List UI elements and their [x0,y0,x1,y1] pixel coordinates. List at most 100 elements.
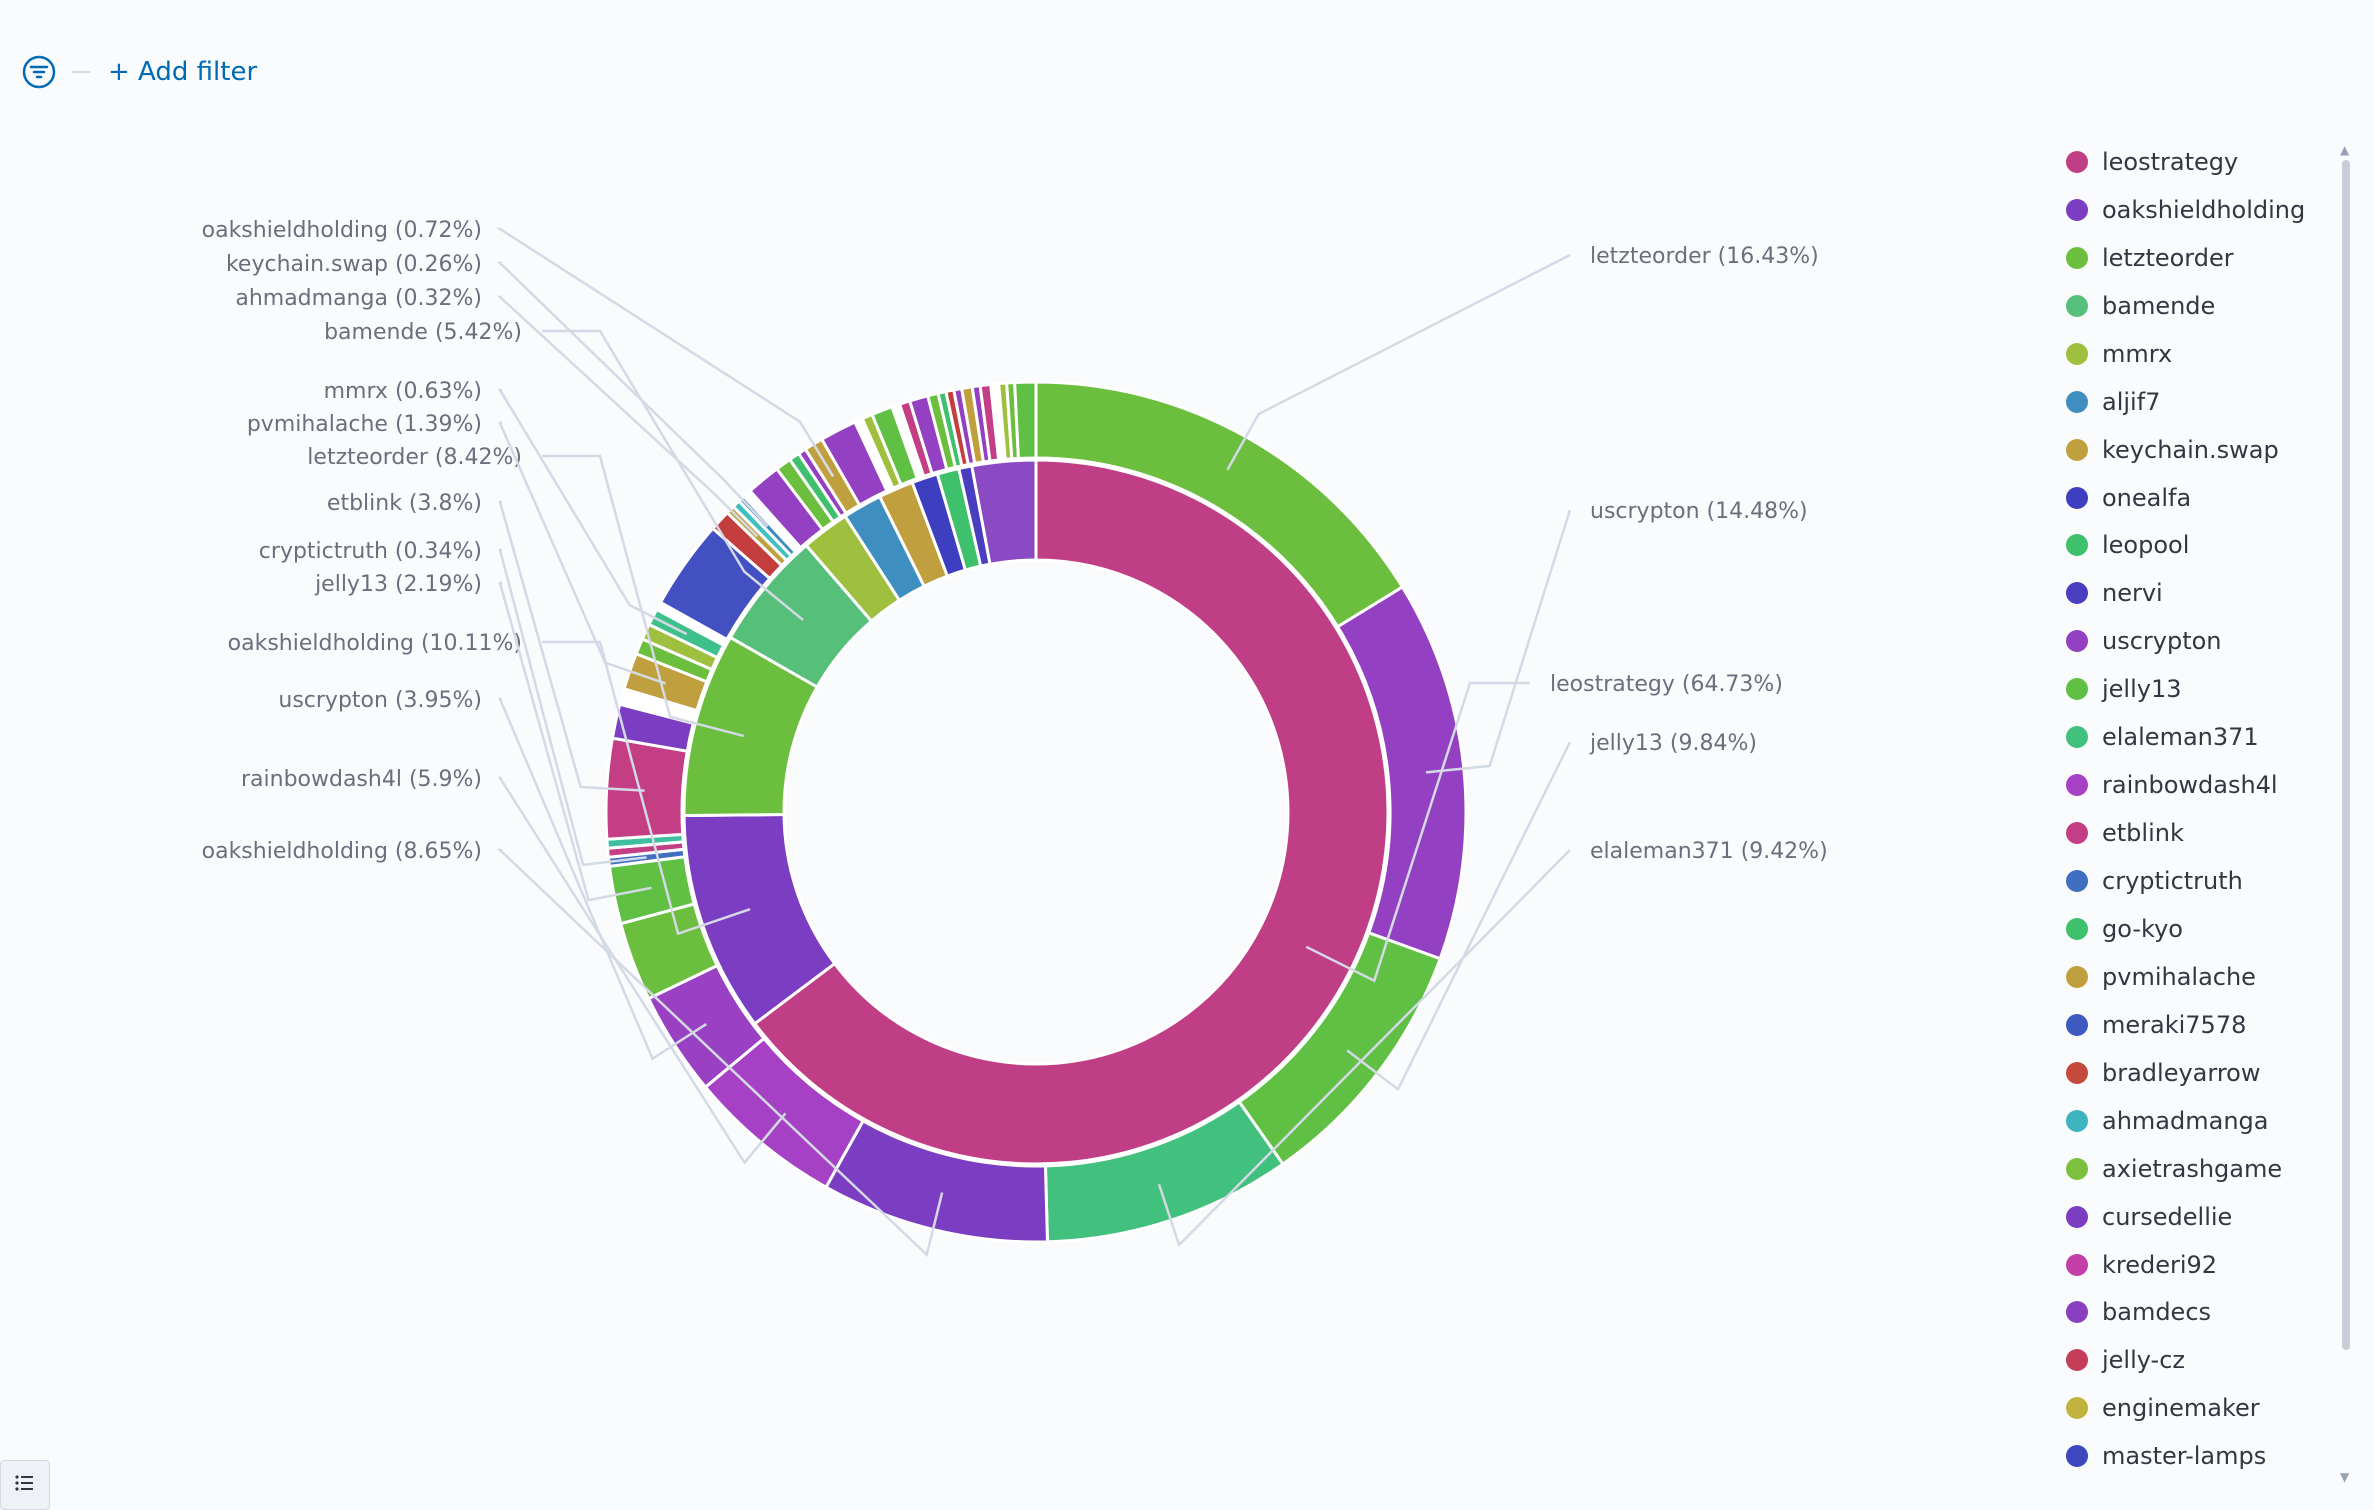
legend-item[interactable]: bamdecs [2066,1289,2321,1337]
legend-color-dot [2066,150,2088,173]
legend: leostrategy oakshieldholding letzteorder ba… [2066,138,2321,1478]
filter-bar: + Add filter [22,50,257,94]
legend-item-label: rainbowdash4l [2102,771,2278,800]
legend-color-dot [2066,390,2088,413]
legend-item-label: krederi92 [2102,1250,2218,1279]
legend-color-dot [2066,198,2088,221]
legend-item[interactable]: letzteorder [2066,234,2321,282]
legend-item-label: onealfa [2102,483,2192,512]
legend-color-dot [2066,1445,2088,1468]
callout-leader-line [498,548,647,867]
legend-item[interactable]: nervi [2066,569,2321,617]
legend-item[interactable]: cursedellie [2066,1193,2321,1241]
legend-color-dot [2066,1157,2088,1180]
legend-color-dot [2066,774,2088,797]
callout-label: etblink (3.8%) [327,491,482,516]
legend-item[interactable]: leopool [2066,522,2321,570]
legend-item[interactable]: leostrategy [2066,138,2321,186]
legend-item-label: jelly-cz [2102,1346,2186,1375]
callout-label: elaleman371 (9.42%) [1590,839,1828,864]
legend-item[interactable]: jelly-cz [2066,1336,2321,1384]
callout-label: letzteorder (16.43%) [1590,244,1819,269]
scroll-up-icon[interactable]: ▲ [2340,143,2350,157]
legend-item-label: master-lamps [2102,1442,2267,1471]
legend-item-label: etblink [2102,819,2184,848]
legend-item[interactable]: uscrypton [2066,617,2321,665]
callout-leader-line [1305,681,1530,983]
legend-item[interactable]: oakshieldholding [2066,186,2321,234]
legend-item-label: bradleyarrow [2102,1058,2261,1087]
legend-color-dot [2066,870,2088,893]
legend-color-dot [2066,1349,2088,1372]
legend-item-label: mmrx [2102,339,2173,368]
legend-item[interactable]: jelly13 [2066,665,2321,713]
callout-leader-line [497,776,787,1165]
legend-item[interactable]: mmrx [2066,330,2321,378]
callout-leader-line [542,640,751,936]
scroll-down-icon[interactable]: ▼ [2340,1470,2350,1484]
legend-item-label: leopool [2102,531,2190,560]
legend-color-dot [2066,726,2088,749]
legend-item[interactable]: aljif7 [2066,378,2321,426]
legend-item[interactable]: enginemaker [2066,1384,2321,1432]
legend-item[interactable]: rainbowdash4l [2066,761,2321,809]
legend-item[interactable]: cryptictruth [2066,857,2321,905]
filter-separator [72,71,90,73]
callout-label: leostrategy (64.73%) [1550,672,1783,697]
legend-color-dot [2066,1397,2088,1420]
legend-color-dot [2066,1061,2088,1084]
callout-label: bamende (5.42%) [324,320,522,345]
legend-item-label: keychain.swap [2102,435,2279,464]
callout-label: oakshieldholding (0.72%) [202,218,482,243]
legend-item-label: axietrashgame [2102,1154,2283,1183]
inner-ring-slice-0[interactable] [752,458,1390,1166]
legend-color-dot [2066,822,2088,845]
legend-item-label: leostrategy [2102,147,2239,176]
legend-item[interactable]: etblink [2066,809,2321,857]
inner-ring-slice-10[interactable] [970,458,1038,566]
legend-item[interactable]: krederi92 [2066,1241,2321,1289]
callout-label: uscrypton (3.95%) [278,688,482,713]
legend-toggle-button[interactable] [0,1460,50,1510]
legend-item-label: cryptictruth [2102,867,2243,896]
list-icon [13,1471,37,1499]
callout-label: keychain.swap (0.26%) [226,252,482,277]
filter-icon[interactable] [22,55,56,89]
callout-label: cryptictruth (0.34%) [259,539,482,564]
legend-item[interactable]: master-lamps [2066,1432,2321,1478]
legend-item[interactable]: keychain.swap [2066,426,2321,474]
callout-leader-line [1226,253,1571,471]
legend-item[interactable]: go-kyo [2066,905,2321,953]
legend-item-label: go-kyo [2102,914,2183,943]
legend-item[interactable]: elaleman371 [2066,713,2321,761]
legend-item[interactable]: ahmadmanga [2066,1097,2321,1145]
legend-item[interactable]: bradleyarrow [2066,1049,2321,1097]
legend-color-dot [2066,342,2088,365]
legend-item-label: ahmadmanga [2102,1106,2269,1135]
legend-item[interactable]: onealfa [2066,474,2321,522]
legend-color-dot [2066,582,2088,605]
callout-label: uscrypton (14.48%) [1590,499,1808,524]
legend-item-label: meraki7578 [2102,1010,2247,1039]
callout-label: jelly13 (9.84%) [1589,731,1757,756]
legend-item-label: letzteorder [2102,243,2234,272]
callout-label: rainbowdash4l (5.9%) [241,767,482,792]
chart-callouts: letzteorder (16.43%) uscrypton (14.48%) le… [202,218,1828,1258]
legend-color-dot [2066,1109,2088,1132]
chart-rings [604,380,1468,1244]
legend-item[interactable]: bamende [2066,282,2321,330]
legend-scrollbar-thumb[interactable] [2342,160,2350,1350]
add-filter-button[interactable]: + Add filter [108,57,258,87]
legend-item-label: jelly13 [2102,675,2182,704]
outer-ring-slice-48[interactable] [1013,380,1038,461]
legend-item[interactable]: meraki7578 [2066,1001,2321,1049]
legend-item[interactable]: axietrashgame [2066,1145,2321,1193]
legend-item-label: aljif7 [2102,387,2161,416]
callout-leader-line [1157,849,1571,1248]
callout-leader-line [542,454,745,738]
legend-color-dot [2066,1253,2088,1276]
legend-item[interactable]: pvmihalache [2066,953,2321,1001]
callout-leader-line [495,227,835,478]
legend-item-label: bamdecs [2102,1298,2212,1327]
callout-leader-line [497,388,688,636]
